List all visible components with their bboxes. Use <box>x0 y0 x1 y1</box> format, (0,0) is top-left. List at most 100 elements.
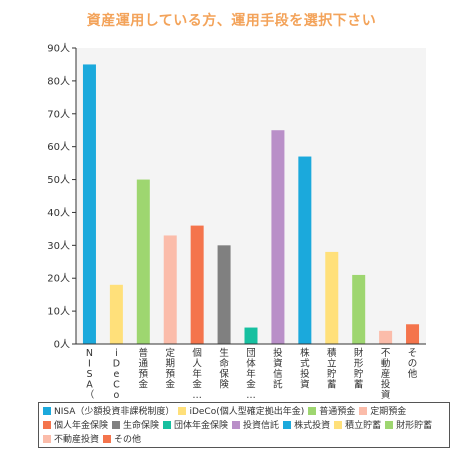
y-tick-label: 70人 <box>47 108 70 120</box>
plot-area <box>76 48 426 344</box>
legend-swatch <box>283 421 292 429</box>
x-tick-char: 動 <box>381 359 391 370</box>
legend-label: 個人年金保険 <box>54 421 109 431</box>
legend-label: 団体年金保険 <box>174 421 229 431</box>
bar <box>244 327 258 344</box>
x-tick-char: 投 <box>381 379 391 391</box>
x-tick-char: 託 <box>273 379 283 391</box>
x-tick-label: iDeCo（… <box>112 348 122 400</box>
legend-swatch <box>103 435 112 443</box>
x-tick-char: 他 <box>408 368 418 380</box>
legend-label: NISA（少額投資非課税制度） <box>54 407 175 417</box>
y-axis: 0人 10人 20人 30人 40人 50人 60人 70人 80人 90人 <box>47 43 77 351</box>
x-tick-label: 普通預金 <box>139 347 149 391</box>
x-tick-label: 団体年金… <box>246 348 256 400</box>
x-tick-label: 株式投資 <box>300 347 310 391</box>
x-tick-label: 生命保険 <box>219 347 229 391</box>
legend-swatch <box>334 421 343 429</box>
x-tick-char: （ <box>112 400 122 401</box>
y-tick-label: 40人 <box>47 207 70 219</box>
legend-item: 不動産投資 <box>43 433 99 447</box>
legend-swatch <box>308 407 317 415</box>
bar <box>217 245 231 344</box>
x-tick-char: （ <box>85 389 95 400</box>
legend-swatch <box>43 407 51 415</box>
legend-item: NISA（少額投資非課税制度） <box>43 405 174 419</box>
legend-item: 生命保険 <box>112 419 159 433</box>
y-tick-label: 90人 <box>47 43 70 55</box>
x-tick-label: NISA（少… <box>85 348 95 400</box>
legend-label: 投資信託 <box>243 421 280 431</box>
legend: NISA（少額投資非課税制度） iDeCo(個人型確定拠出年金) 普通預金 定期預金個… <box>38 402 450 448</box>
x-tick-char: の <box>408 359 418 370</box>
x-tick-label: 投資信託 <box>273 347 283 391</box>
legend-item: 定期預金 <box>359 405 406 419</box>
x-tick-char: 生 <box>219 347 229 359</box>
x-tick-char: 年 <box>192 368 202 380</box>
legend-swatch <box>43 421 51 429</box>
x-tick-char: 命 <box>219 358 229 370</box>
legend-label: 生命保険 <box>123 421 160 431</box>
x-tick-char: 信 <box>273 368 283 380</box>
x-tick-char: 団 <box>246 348 256 359</box>
legend-label: 普通預金 <box>319 407 356 417</box>
x-tick-label: その他 <box>408 348 418 380</box>
x-tick-char: 金 <box>246 379 256 391</box>
x-tick-char: 蓄 <box>327 379 337 391</box>
legend-label: iDeCo(個人型確定拠出年金) <box>189 407 305 417</box>
x-tick-char: 積 <box>327 347 337 359</box>
x-tick-label: 定期預金 <box>165 347 175 391</box>
x-tick-char: 険 <box>219 380 229 391</box>
x-tick-char: … <box>192 390 202 400</box>
x-tick-char: 体 <box>246 358 256 370</box>
x-axis: NISA（少…iDeCo（…普通預金定期預金個人年金…生命保険団体年金…投資信託… <box>76 343 426 400</box>
bar <box>406 324 420 344</box>
legend-item: 団体年金保険 <box>163 419 228 433</box>
x-tick-char: i <box>115 348 118 359</box>
x-tick-char: 定 <box>165 347 175 359</box>
x-tick-char: 預 <box>139 369 149 380</box>
x-tick-char: 式 <box>300 358 310 370</box>
legend-item: 普通預金 <box>308 405 355 419</box>
x-tick-char: 個 <box>192 347 202 359</box>
legend-item: 積立貯蓄 <box>334 419 381 433</box>
x-tick-char: 年 <box>246 368 256 380</box>
x-tick-char: 保 <box>219 368 229 380</box>
bar <box>325 251 339 344</box>
x-tick-char: 期 <box>165 359 175 370</box>
x-tick-char: 貯 <box>354 369 364 380</box>
x-tick-char: A <box>86 380 93 391</box>
y-tick-label: 80人 <box>47 75 70 87</box>
legend-swatch <box>112 421 121 429</box>
x-tick-char: e <box>113 369 119 380</box>
x-tick-label: 不動産投資 <box>381 348 391 400</box>
x-tick-char: 通 <box>139 359 149 370</box>
bar <box>109 284 123 344</box>
x-tick-char: … <box>246 390 256 400</box>
y-tick-label: 10人 <box>47 306 70 318</box>
bar <box>190 225 204 344</box>
y-tick-label: 30人 <box>47 240 70 252</box>
bar-chart: 0人 10人 20人 30人 40人 50人 60人 70人 80人 90人 NISA（少… iDe… <box>47 43 426 400</box>
legend-item: 財形貯蓄 <box>385 419 432 433</box>
x-tick-char: I <box>88 359 91 370</box>
x-tick-char: 金 <box>192 379 202 391</box>
x-tick-char: 金 <box>139 379 149 391</box>
x-tick-char: 立 <box>327 358 337 370</box>
legend-item: 株式投資 <box>283 419 330 433</box>
x-tick-char: S <box>86 369 92 380</box>
legend-item: 個人年金保険 <box>43 419 108 433</box>
legend-item: 投資信託 <box>232 419 279 433</box>
y-tick-label: 20人 <box>47 273 70 285</box>
x-tick-char: 資 <box>381 389 391 400</box>
x-tick-label: 財形貯蓄 <box>354 347 364 391</box>
bars <box>82 64 420 344</box>
legend-swatch <box>163 421 172 429</box>
bar <box>136 179 150 344</box>
legend-label: 株式投資 <box>294 421 331 431</box>
x-tick-char: 投 <box>300 368 310 380</box>
x-tick-char: 人 <box>192 359 202 370</box>
legend-swatch <box>43 435 51 443</box>
legend-label: その他 <box>114 435 142 445</box>
bar <box>163 235 177 344</box>
